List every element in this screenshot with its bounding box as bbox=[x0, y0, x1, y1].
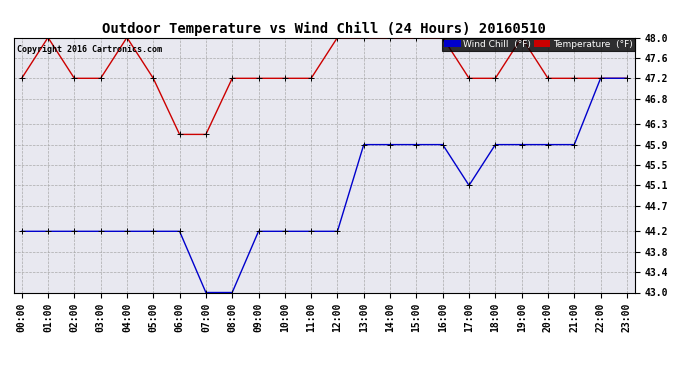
Legend: Wind Chill  (°F), Temperature  (°F): Wind Chill (°F), Temperature (°F) bbox=[442, 38, 635, 51]
Text: Copyright 2016 Cartronics.com: Copyright 2016 Cartronics.com bbox=[17, 45, 162, 54]
Title: Outdoor Temperature vs Wind Chill (24 Hours) 20160510: Outdoor Temperature vs Wind Chill (24 Ho… bbox=[102, 22, 546, 36]
